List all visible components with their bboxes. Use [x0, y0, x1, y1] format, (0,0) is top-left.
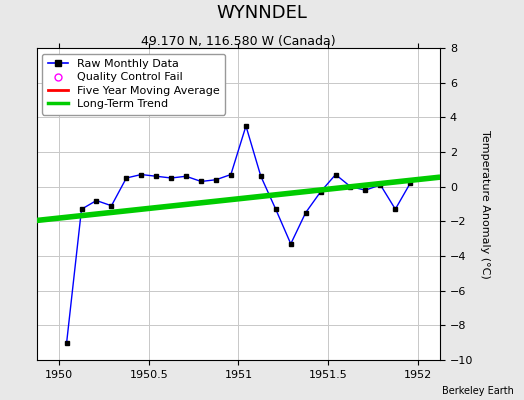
Legend: Raw Monthly Data, Quality Control Fail, Five Year Moving Average, Long-Term Tren: Raw Monthly Data, Quality Control Fail, … [42, 54, 225, 115]
Title: 49.170 N, 116.580 W (Canada): 49.170 N, 116.580 W (Canada) [141, 35, 336, 48]
Text: Berkeley Earth: Berkeley Earth [442, 386, 514, 396]
Text: WYNNDEL: WYNNDEL [216, 4, 308, 22]
Y-axis label: Temperature Anomaly (°C): Temperature Anomaly (°C) [480, 130, 490, 278]
